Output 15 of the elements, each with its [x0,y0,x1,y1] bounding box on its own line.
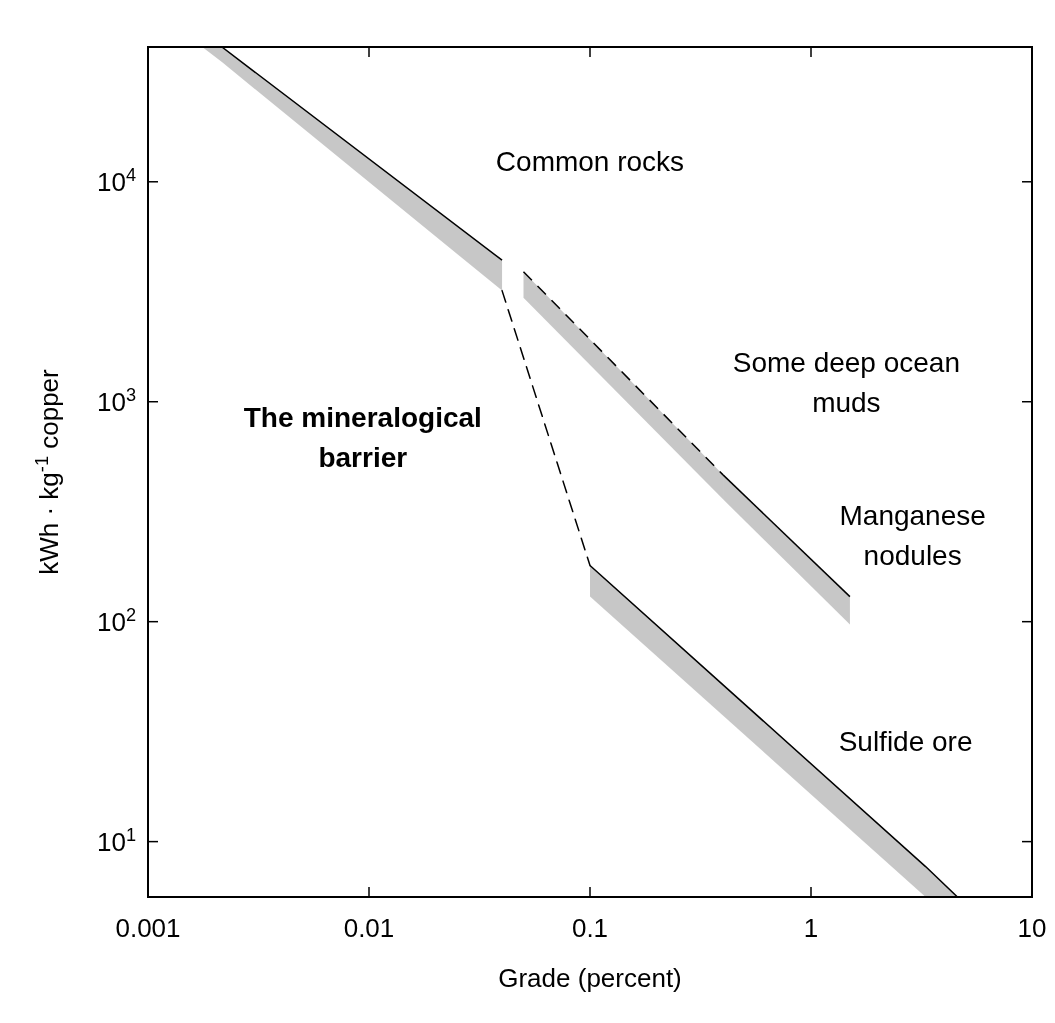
y-tick-label: 10$^{2}$ [96,604,136,637]
y-tick-label: 10$^{1}$ [96,824,136,857]
annotation: Some deep ocean muds [732,346,960,418]
x-axis-title: Grade (percent) [498,963,682,993]
x-tick-label: 0.1 [571,913,609,943]
x-tick-label: 10 [1017,913,1047,943]
x-tick-label: 1 [803,913,819,943]
x-tick-label: 0.001 [115,913,181,943]
y-tick-label: 10$^{4}$ [96,164,136,197]
annotation: Manganese nodules [839,499,986,571]
x-tick-label: 0.01 [343,913,395,943]
annotation: Sulfide ore [838,726,973,758]
annotation: The mineralogical barrier [243,402,482,473]
y-tick-label: 10$^{3}$ [96,384,136,417]
annotation: Common rocks [495,145,685,177]
